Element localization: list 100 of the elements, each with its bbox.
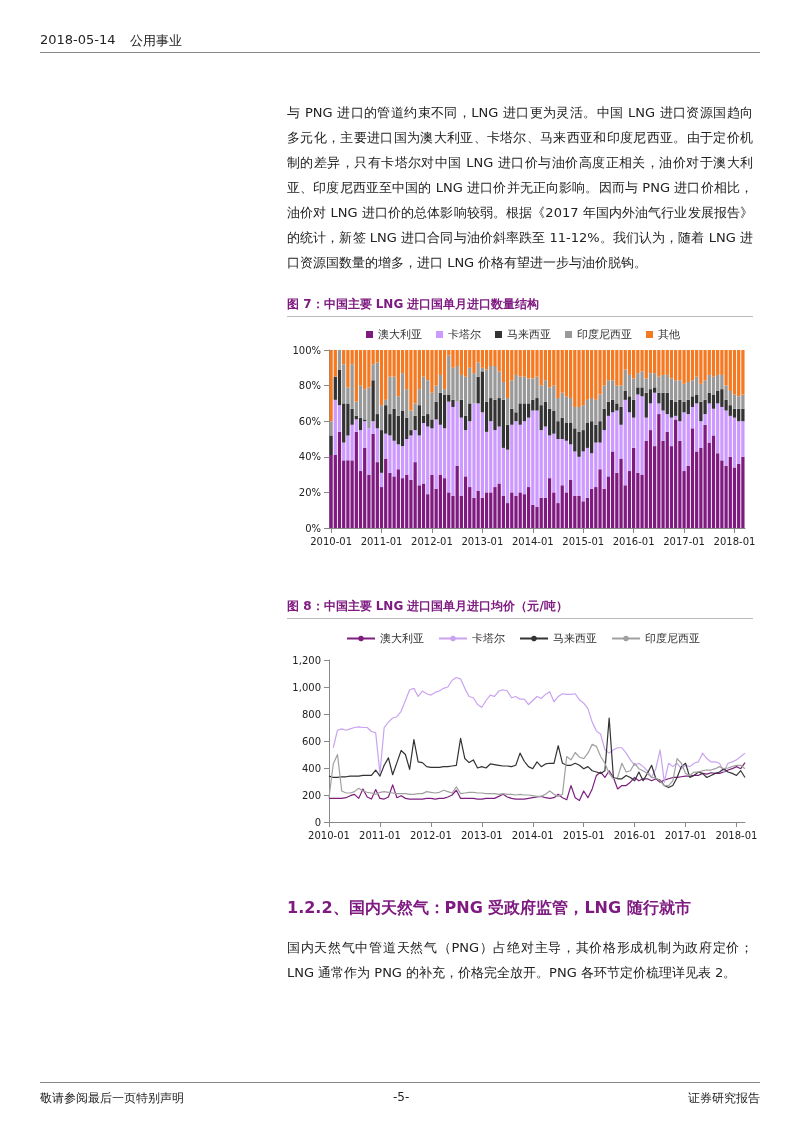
bar: [648, 430, 653, 528]
bar: [611, 451, 615, 528]
bar: [547, 350, 552, 388]
x-tick-label: 2013-01: [461, 535, 504, 547]
x-tick-label: 2014-01: [511, 829, 554, 841]
bar: [657, 350, 661, 377]
bar: [337, 431, 342, 528]
x-tick-label: 2015-01: [562, 535, 605, 547]
bar: [690, 380, 695, 397]
bar: [531, 410, 535, 505]
bar: [438, 474, 442, 528]
bar: [577, 350, 581, 407]
bar: [518, 424, 522, 493]
bar: [632, 447, 636, 528]
bar: [581, 350, 585, 406]
bar: [682, 350, 686, 384]
bar: [560, 485, 564, 528]
bar: [636, 387, 640, 395]
bar: [594, 350, 598, 400]
bar: [426, 380, 430, 415]
x-tick-label: 2017-01: [664, 829, 707, 841]
bar: [678, 380, 682, 400]
bar: [711, 350, 716, 377]
text: -5-: [393, 1090, 410, 1104]
bar: [598, 469, 602, 528]
bar: [333, 399, 337, 456]
bar: [526, 403, 531, 418]
bar: [703, 350, 707, 381]
x-tick-label: 2018-01: [715, 829, 758, 841]
bar: [732, 350, 737, 395]
legend-label: 马来西亚: [553, 632, 597, 645]
x-tick-label: 2016-01: [612, 535, 655, 547]
bar: [577, 406, 581, 432]
y-tick-label: 0: [314, 816, 321, 828]
bar: [737, 421, 741, 464]
bar: [438, 392, 442, 425]
bar: [653, 350, 657, 374]
bar: [661, 350, 665, 375]
bar: [392, 408, 396, 441]
text: 公用事业: [130, 32, 182, 50]
bar: [720, 389, 724, 407]
line-series: [328, 717, 746, 789]
y-tick-label: 80%: [298, 380, 321, 392]
bar: [665, 392, 669, 415]
bar: [678, 399, 682, 422]
bar: [573, 350, 577, 407]
chart-title: 图 7：中国主要 LNG 进口国单月进口数量结构: [287, 296, 540, 313]
bar: [627, 350, 632, 375]
bar: [661, 392, 665, 411]
bar: [442, 350, 447, 390]
bar: [674, 380, 678, 402]
line-series: [332, 676, 746, 783]
bar: [531, 378, 535, 400]
bar: [741, 408, 745, 422]
y-tick-label: 0%: [305, 522, 321, 534]
x-tick-label: 2011-01: [360, 535, 403, 547]
bar: [354, 350, 358, 402]
bar: [716, 374, 720, 391]
bar: [589, 488, 594, 528]
bar: [514, 495, 518, 528]
bar: [459, 350, 463, 375]
chart-title: 图 8：中国主要 LNG 进口国单月进口均价（元/吨）: [287, 598, 568, 615]
bar: [703, 424, 707, 528]
bar: [455, 366, 459, 402]
bar: [526, 487, 531, 528]
bar: [421, 376, 426, 416]
legend-label: 澳大利亚: [380, 632, 424, 645]
bar: [589, 350, 594, 399]
bar: [678, 350, 682, 381]
bar: [648, 373, 653, 390]
x-tick-label: 2014-01: [511, 535, 554, 547]
bar: [442, 478, 447, 528]
x-tick-label: 2016-01: [613, 829, 656, 841]
bar: [522, 403, 527, 422]
bar: [686, 382, 690, 400]
bar: [594, 442, 598, 488]
bar: [585, 447, 590, 498]
bar: [577, 431, 581, 457]
bar: [653, 392, 657, 447]
x-tick-label: 2018-01: [713, 535, 756, 547]
bar: [484, 492, 489, 528]
bar: [489, 350, 493, 367]
bar: [451, 399, 455, 407]
legend-label: 马来西亚: [507, 328, 551, 341]
bar: [682, 412, 686, 472]
bar: [644, 350, 648, 379]
bar: [329, 421, 333, 436]
bar: [682, 383, 686, 402]
bar: [329, 455, 333, 528]
bar: [430, 350, 434, 393]
bar: [363, 447, 367, 528]
bar: [451, 350, 455, 368]
text: 国内天然气中管道天然气（PNG）占绝对主导，其价格形成机制为政府定价；LNG 通常作为 PNG 的补充，价格完全放开。PNG 各环节定价梳理详见表 2。: [287, 939, 753, 982]
bar: [472, 350, 476, 374]
bar: [514, 374, 518, 413]
bar: [518, 492, 522, 528]
bar: [611, 380, 615, 400]
bar: [514, 421, 518, 496]
bar: [367, 350, 371, 388]
bar: [480, 350, 485, 368]
